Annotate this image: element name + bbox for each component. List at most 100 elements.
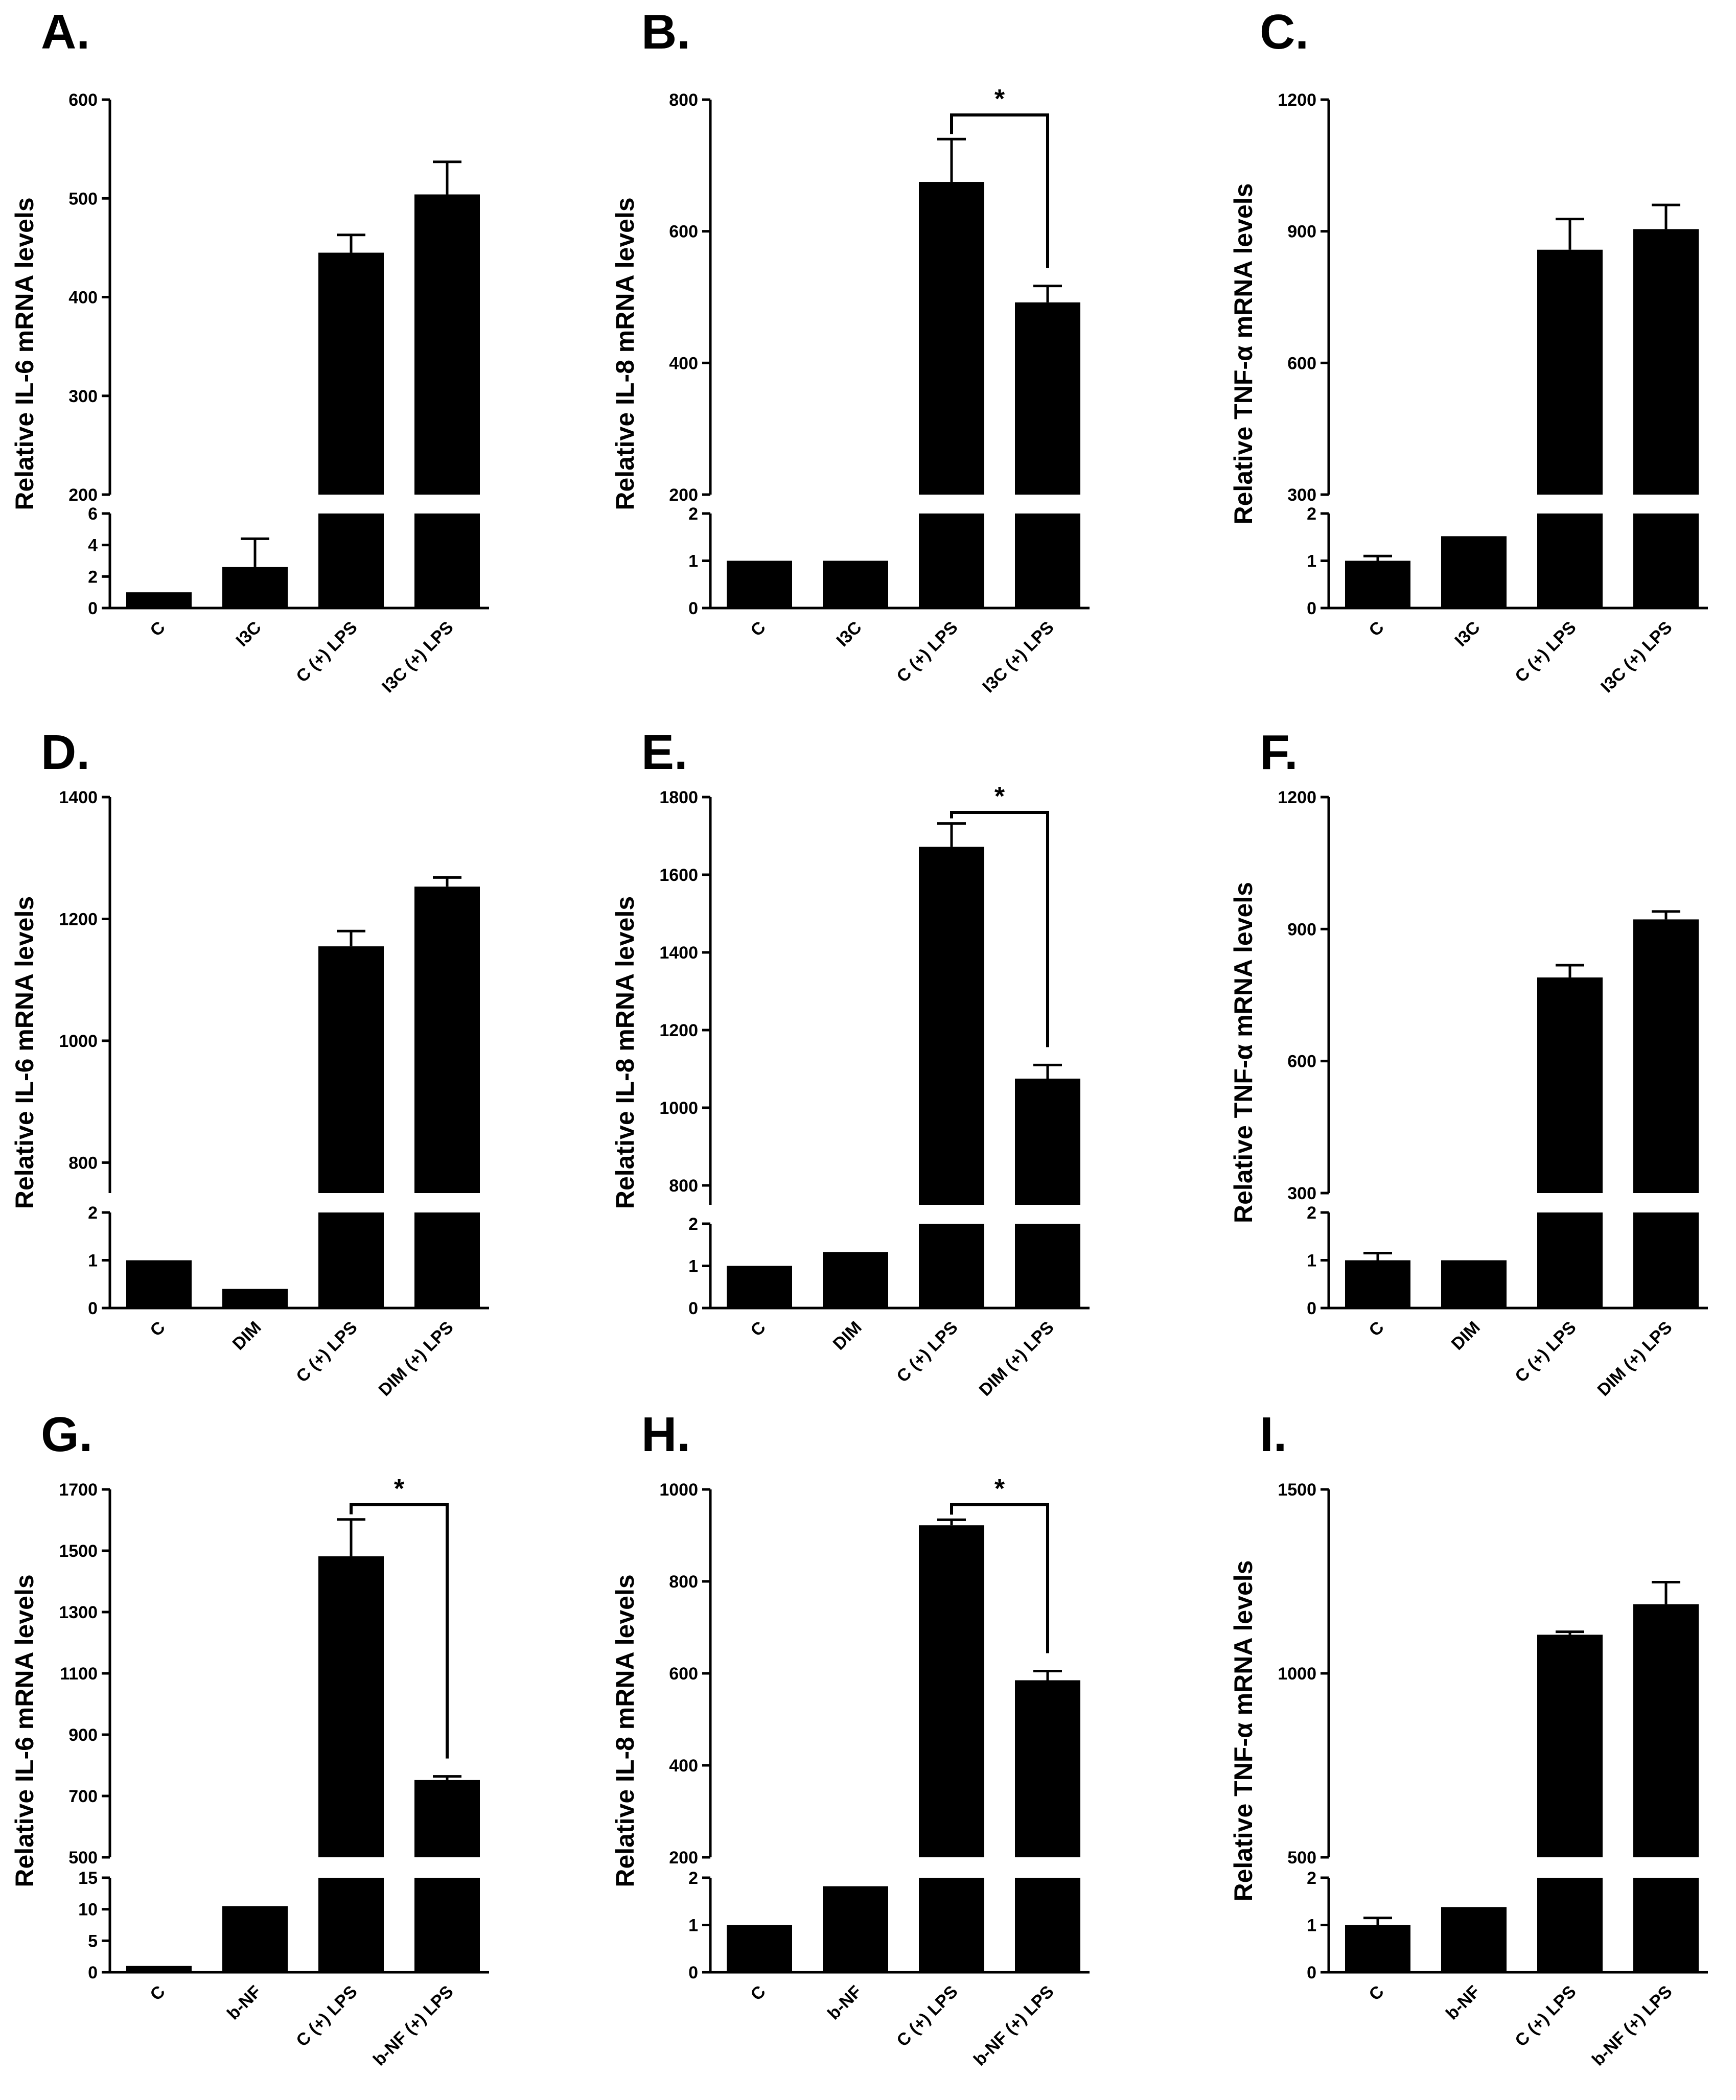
bar bbox=[1015, 1680, 1080, 1857]
y-tick-label: 0 bbox=[688, 1299, 698, 1318]
x-category-label: DIM (+) LPS bbox=[1594, 1318, 1676, 1400]
y-tick-label: 0 bbox=[88, 599, 98, 618]
x-category-label: C bbox=[1365, 618, 1387, 640]
significance-bracket bbox=[950, 1503, 1049, 1653]
significance-bracket bbox=[350, 1503, 449, 1759]
x-category-label: C (+) LPS bbox=[893, 618, 961, 686]
y-tick-label: 5 bbox=[88, 1931, 98, 1951]
panel-letter: C. bbox=[1260, 5, 1309, 59]
bar bbox=[1633, 919, 1699, 1193]
y-tick-label: 400 bbox=[669, 1756, 698, 1776]
y-tick-label: 2 bbox=[688, 504, 698, 524]
x-category-label: C (+) LPS bbox=[893, 1318, 961, 1386]
bar-lower-segment bbox=[1015, 1224, 1080, 1308]
chart-panel-h: H. Relative IL-8 mRNA levels 200 400 600 800 1… bbox=[611, 1407, 1090, 2070]
x-category-label: C bbox=[747, 1982, 769, 2004]
y-tick-label: 200 bbox=[669, 485, 698, 505]
x-category-label: I3C bbox=[1451, 618, 1484, 650]
panel-letter: I. bbox=[1260, 1407, 1287, 1462]
x-category-label: C (+) LPS bbox=[292, 1982, 361, 2050]
bar-lower-segment bbox=[919, 1878, 984, 1972]
bar-lower-segment bbox=[318, 514, 384, 608]
bar bbox=[222, 1289, 288, 1308]
bar bbox=[414, 1780, 480, 1857]
y-tick-label: 500 bbox=[68, 189, 98, 208]
bar-lower-segment bbox=[318, 1878, 384, 1972]
x-category-label: C bbox=[146, 1982, 169, 2004]
y-tick-label: 300 bbox=[1287, 1184, 1316, 1203]
bar-lower-segment bbox=[1633, 1212, 1699, 1308]
chart-panel-i: I. Relative TNF-α mRNA levels 500 1000 1500 0… bbox=[1229, 1407, 1708, 2070]
y-tick-label: 2 bbox=[688, 1215, 698, 1234]
y-tick-label: 1000 bbox=[59, 1032, 98, 1051]
y-tick-label: 0 bbox=[688, 1963, 698, 1982]
y-tick-label: 1 bbox=[688, 1257, 698, 1276]
bar bbox=[919, 847, 984, 1205]
y-tick-label: 500 bbox=[1287, 1848, 1316, 1868]
y-tick-label: 2 bbox=[1307, 1869, 1316, 1888]
bar bbox=[222, 567, 288, 608]
y-tick-label: 2 bbox=[88, 567, 98, 587]
bar bbox=[1015, 1079, 1080, 1205]
panel-letter: G. bbox=[41, 1407, 92, 1462]
y-tick-label: 400 bbox=[68, 288, 98, 308]
bar bbox=[318, 946, 384, 1193]
bar-lower-segment bbox=[1537, 514, 1603, 608]
bar bbox=[727, 1925, 792, 1972]
panel-letter: B. bbox=[641, 5, 690, 59]
y-tick-label: 2 bbox=[688, 1869, 698, 1888]
y-tick-label: 900 bbox=[1287, 920, 1316, 939]
panel-letter: D. bbox=[41, 725, 90, 780]
y-tick-label: 600 bbox=[1287, 354, 1316, 373]
bar bbox=[919, 182, 984, 495]
x-category-label: C bbox=[747, 618, 769, 640]
bar-lower-segment bbox=[1015, 1878, 1080, 1972]
y-tick-label: 800 bbox=[68, 1153, 98, 1173]
y-tick-label: 1 bbox=[688, 552, 698, 571]
x-category-label: I3C (+) LPS bbox=[979, 618, 1057, 696]
y-tick-label: 0 bbox=[88, 1963, 98, 1982]
y-axis-label: Relative IL-8 mRNA levels bbox=[611, 896, 639, 1209]
significance-marker: * bbox=[994, 84, 1005, 114]
bar-lower-segment bbox=[919, 1224, 984, 1308]
y-tick-label: 0 bbox=[1307, 1299, 1316, 1318]
y-tick-label: 600 bbox=[1287, 1052, 1316, 1071]
chart-panel-e: E. Relative IL-8 mRNA levels 800 1000 1200 14… bbox=[611, 725, 1090, 1400]
y-tick-label: 15 bbox=[78, 1869, 98, 1888]
chart-panel-f: F.Relative TNF-α mRNA levels 300600900120… bbox=[1229, 725, 1708, 1400]
bar bbox=[318, 1556, 384, 1857]
bar bbox=[1345, 1260, 1410, 1308]
x-category-label: I3C bbox=[232, 618, 265, 650]
bar bbox=[1015, 302, 1080, 495]
x-category-label: C (+) LPS bbox=[292, 1318, 361, 1386]
y-tick-label: 600 bbox=[68, 90, 98, 110]
y-tick-label: 200 bbox=[669, 1848, 698, 1868]
x-category-label: DIM bbox=[829, 1318, 866, 1354]
x-category-label: I3C (+) LPS bbox=[378, 618, 457, 696]
y-tick-label: 600 bbox=[669, 1664, 698, 1684]
x-category-label: C bbox=[1365, 1318, 1387, 1340]
y-tick-label: 0 bbox=[88, 1299, 98, 1318]
panel-letter: E. bbox=[641, 725, 688, 780]
y-tick-label: 300 bbox=[1287, 485, 1316, 505]
bar-lower-segment bbox=[1537, 1212, 1603, 1308]
bar bbox=[414, 194, 480, 495]
y-axis-label: Relative IL-8 mRNA levels bbox=[611, 197, 639, 510]
y-tick-label: 300 bbox=[68, 387, 98, 406]
y-tick-label: 1 bbox=[1307, 1916, 1316, 1935]
y-tick-label: 1700 bbox=[59, 1480, 98, 1500]
x-category-label: b-NF bbox=[223, 1982, 265, 2024]
y-tick-label: 1 bbox=[1307, 1251, 1316, 1271]
bar bbox=[823, 1886, 888, 1972]
y-tick-label: 1500 bbox=[59, 1542, 98, 1561]
bar bbox=[823, 561, 888, 608]
y-tick-label: 1200 bbox=[659, 1021, 698, 1040]
y-axis-label: Relative IL-6 mRNA levels bbox=[10, 896, 39, 1209]
bar-lower-segment bbox=[414, 514, 480, 608]
x-category-label: C (+) LPS bbox=[1511, 1318, 1580, 1386]
y-tick-label: 1200 bbox=[1278, 788, 1316, 807]
y-tick-label: 1 bbox=[88, 1251, 98, 1271]
y-axis-label: Relative TNF-α mRNA levels bbox=[1229, 1560, 1258, 1902]
bar-lower-segment bbox=[919, 514, 984, 608]
bar-lower-segment bbox=[414, 1212, 480, 1308]
